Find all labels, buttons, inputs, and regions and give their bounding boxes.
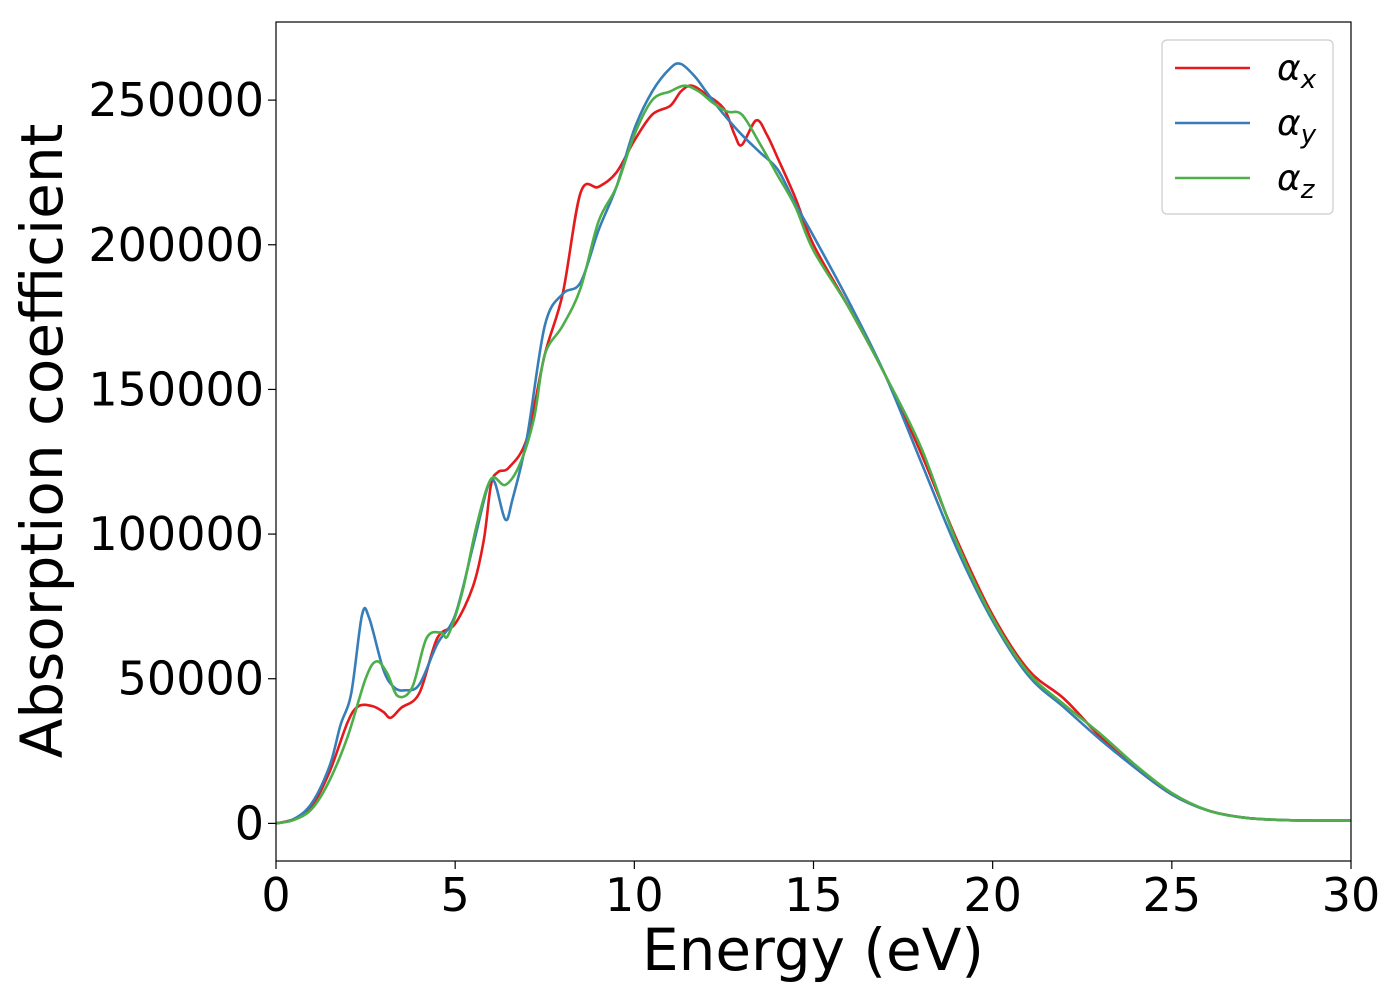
x-tick-label: 20: [963, 868, 1022, 922]
legend-label-base: α: [1277, 158, 1301, 199]
series-line-z: [276, 84, 1351, 825]
x-axis: 0 5 10 15 20 25 30: [261, 861, 1380, 922]
legend-frame: [1161, 39, 1334, 215]
x-tick-label: 30: [1322, 868, 1381, 922]
x-tick-label: 25: [1143, 868, 1202, 922]
y-axis-title: Absorption coefficient: [8, 124, 76, 759]
legend-label-sub: x: [1300, 65, 1317, 95]
legend-label-base: α: [1277, 48, 1301, 89]
legend-label-y: αy: [1277, 103, 1317, 150]
y-tick-label: 50000: [118, 652, 264, 706]
x-tick-label: 0: [261, 868, 290, 922]
y-axis: 0 50000 100000 150000 200000 250000: [88, 73, 276, 850]
y-tick-label: 250000: [88, 73, 264, 127]
x-axis-title: Energy (eV): [642, 916, 984, 984]
legend-label-base: α: [1277, 103, 1301, 144]
y-tick-label: 0: [235, 796, 264, 850]
legend-label-z: αz: [1277, 158, 1316, 205]
legend-label-x: αx: [1277, 48, 1317, 95]
legend-label-sub: z: [1300, 175, 1316, 205]
legend-label-sub: y: [1300, 120, 1317, 150]
x-tick-label: 10: [605, 868, 664, 922]
x-tick-label: 5: [441, 868, 470, 922]
series-layer: [276, 62, 1351, 825]
y-tick-label: 200000: [88, 218, 264, 272]
x-tick-label: 15: [784, 868, 843, 922]
series-line-x: [276, 84, 1351, 825]
y-tick-label: 100000: [88, 507, 264, 561]
y-tick-label: 150000: [88, 362, 264, 416]
